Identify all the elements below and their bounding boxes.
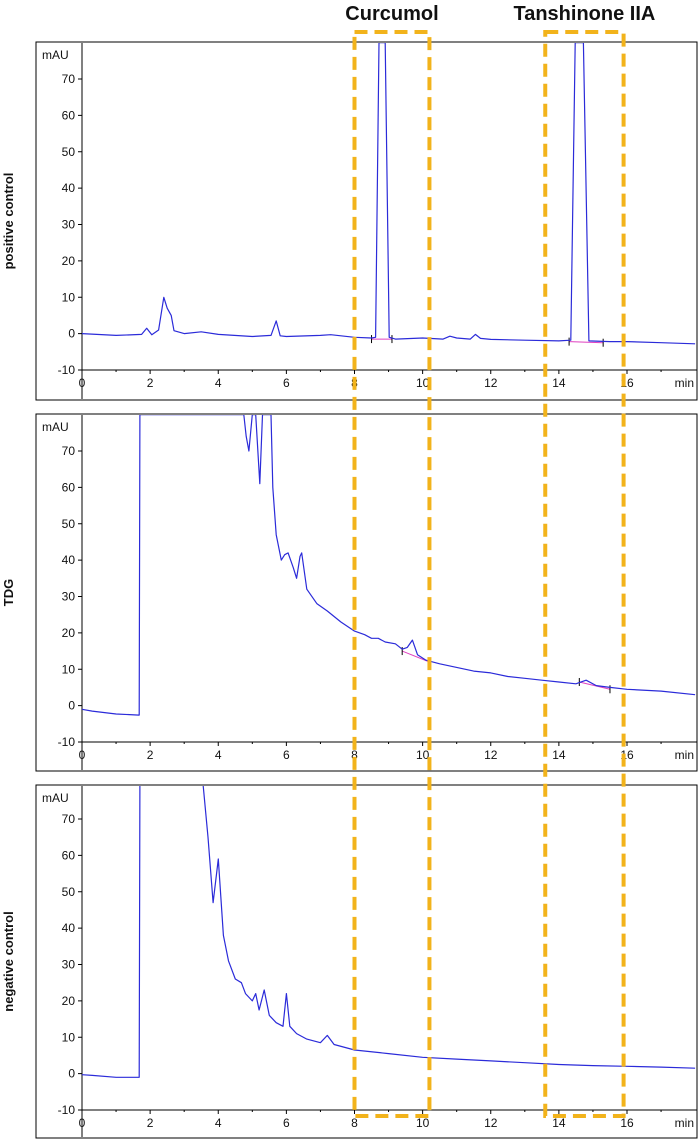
y-tick-label: 0 <box>68 327 75 341</box>
x-tick-label: 10 <box>416 1116 430 1130</box>
x-tick-label: 2 <box>147 748 154 762</box>
y-unit-label: mAU <box>42 791 69 805</box>
y-tick-label: 40 <box>62 921 76 935</box>
y-tick-label: 20 <box>62 994 76 1008</box>
y-tick-label: 40 <box>62 553 76 567</box>
x-unit-label: min <box>675 376 694 390</box>
chromatogram-trace <box>81 43 696 345</box>
highlight-box <box>543 30 626 1118</box>
x-tick-label: 12 <box>484 1116 498 1130</box>
y-tick-label: 70 <box>62 72 76 86</box>
y-tick-label: 0 <box>68 699 75 713</box>
x-tick-label: 10 <box>416 748 430 762</box>
panel-frame <box>35 413 698 772</box>
y-tick-label: 50 <box>62 145 76 159</box>
y-tick-label: 50 <box>62 885 76 899</box>
y-tick-label: 20 <box>62 254 76 268</box>
y-tick-label: 0 <box>68 1067 75 1081</box>
y-unit-label: mAU <box>42 420 69 434</box>
y-tick-label: 30 <box>62 590 76 604</box>
y-unit-label: mAU <box>42 48 69 62</box>
y-tick-label: 60 <box>62 848 76 862</box>
x-tick-label: 14 <box>552 1116 566 1130</box>
y-tick-label: 70 <box>62 444 76 458</box>
x-tick-label: 10 <box>416 376 430 390</box>
highlight-box <box>352 30 432 1118</box>
x-unit-label: min <box>675 748 694 762</box>
y-tick-label: 10 <box>62 1030 76 1044</box>
x-tick-label: 16 <box>620 1116 634 1130</box>
panel-frame <box>35 41 698 401</box>
chromatogram-trace <box>81 786 696 1078</box>
chromatogram-trace <box>81 415 696 716</box>
y-tick-label: 10 <box>62 290 76 304</box>
y-tick-label: 30 <box>62 218 76 232</box>
x-tick-label: 2 <box>147 1116 154 1130</box>
y-tick-label: 20 <box>62 626 76 640</box>
x-tick-label: 2 <box>147 376 154 390</box>
x-tick-label: 0 <box>79 1116 86 1130</box>
panel-row-label: negative control <box>1 911 16 1011</box>
x-unit-label: min <box>675 1116 694 1130</box>
compound-label: Tanshinone IIA <box>513 3 655 25</box>
y-tick-label: -10 <box>58 735 76 749</box>
panel-row-label: positive control <box>1 173 16 270</box>
y-tick-label: 10 <box>62 662 76 676</box>
x-tick-label: 4 <box>215 748 222 762</box>
x-tick-label: 4 <box>215 1116 222 1130</box>
highlight-layer: Curcumol Tanshinone IIA <box>345 3 655 1118</box>
x-tick-label: 6 <box>283 376 290 390</box>
y-tick-label: -10 <box>58 363 76 377</box>
x-tick-label: 6 <box>283 748 290 762</box>
y-tick-label: 30 <box>62 958 76 972</box>
y-tick-label: 50 <box>62 517 76 531</box>
x-tick-label: 6 <box>283 1116 290 1130</box>
compound-label: Curcumol <box>345 3 438 25</box>
x-tick-label: 4 <box>215 376 222 390</box>
integration-baseline <box>569 341 604 344</box>
x-tick-label: 14 <box>552 376 566 390</box>
x-tick-label: 14 <box>552 748 566 762</box>
y-tick-label: 70 <box>62 812 76 826</box>
panel-row-label: TDG <box>1 579 16 606</box>
panel-frame <box>35 784 698 1139</box>
x-tick-label: 12 <box>484 376 498 390</box>
y-tick-label: 40 <box>62 181 76 195</box>
x-tick-label: 0 <box>79 748 86 762</box>
y-tick-label: 60 <box>62 108 76 122</box>
x-tick-label: 8 <box>351 748 358 762</box>
x-tick-label: 8 <box>351 1116 358 1130</box>
y-tick-label: 60 <box>62 480 76 494</box>
integration-baseline <box>579 681 611 690</box>
y-tick-label: -10 <box>58 1103 76 1117</box>
x-tick-label: 0 <box>79 376 86 390</box>
x-tick-label: 12 <box>484 748 498 762</box>
